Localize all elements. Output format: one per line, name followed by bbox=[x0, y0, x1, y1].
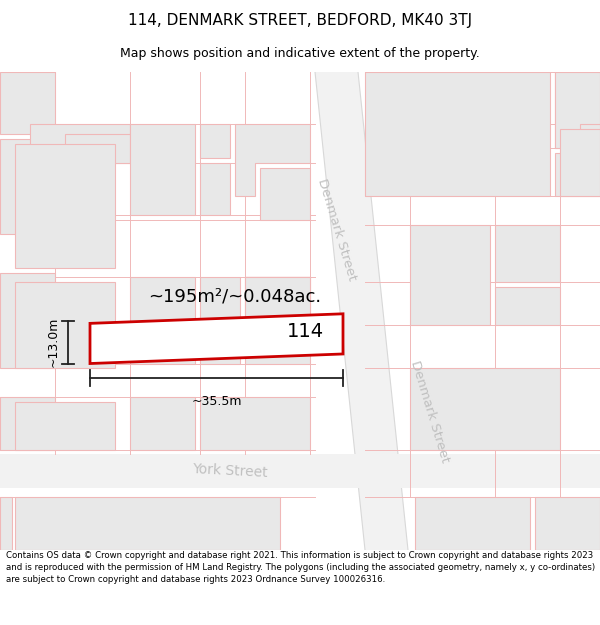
Polygon shape bbox=[245, 278, 310, 321]
Polygon shape bbox=[245, 325, 310, 364]
Polygon shape bbox=[200, 325, 240, 364]
Polygon shape bbox=[260, 168, 310, 220]
Polygon shape bbox=[410, 368, 560, 449]
Polygon shape bbox=[15, 282, 115, 368]
Polygon shape bbox=[535, 498, 600, 550]
Polygon shape bbox=[0, 72, 55, 134]
Polygon shape bbox=[495, 287, 560, 325]
Polygon shape bbox=[410, 225, 490, 325]
Polygon shape bbox=[15, 402, 115, 449]
Polygon shape bbox=[200, 278, 240, 321]
Polygon shape bbox=[415, 498, 530, 550]
Polygon shape bbox=[560, 129, 600, 196]
Text: ~35.5m: ~35.5m bbox=[191, 395, 242, 408]
Polygon shape bbox=[200, 124, 230, 158]
Polygon shape bbox=[15, 144, 115, 268]
Polygon shape bbox=[200, 162, 230, 215]
Polygon shape bbox=[200, 397, 310, 449]
Polygon shape bbox=[90, 314, 343, 364]
Polygon shape bbox=[65, 134, 130, 162]
Polygon shape bbox=[130, 397, 195, 449]
Text: ~13.0m: ~13.0m bbox=[47, 317, 59, 368]
Polygon shape bbox=[0, 498, 12, 550]
Text: Contains OS data © Crown copyright and database right 2021. This information is : Contains OS data © Crown copyright and d… bbox=[6, 551, 595, 584]
Text: Map shows position and indicative extent of the property.: Map shows position and indicative extent… bbox=[120, 48, 480, 61]
Polygon shape bbox=[315, 72, 408, 550]
Text: 114, DENMARK STREET, BEDFORD, MK40 3TJ: 114, DENMARK STREET, BEDFORD, MK40 3TJ bbox=[128, 12, 472, 28]
Polygon shape bbox=[0, 454, 600, 488]
Text: Denmark Street: Denmark Street bbox=[408, 359, 452, 464]
Polygon shape bbox=[15, 498, 280, 550]
Polygon shape bbox=[245, 278, 310, 321]
Polygon shape bbox=[495, 225, 560, 282]
Text: ~195m²/~0.048ac.: ~195m²/~0.048ac. bbox=[148, 288, 321, 306]
Polygon shape bbox=[555, 153, 600, 196]
Polygon shape bbox=[0, 139, 55, 234]
Polygon shape bbox=[130, 278, 195, 364]
Polygon shape bbox=[0, 397, 55, 449]
Polygon shape bbox=[555, 72, 600, 148]
Polygon shape bbox=[0, 272, 55, 368]
Polygon shape bbox=[235, 124, 310, 196]
Polygon shape bbox=[555, 72, 600, 148]
Text: York Street: York Street bbox=[192, 462, 268, 479]
Polygon shape bbox=[30, 124, 130, 182]
Text: Denmark Street: Denmark Street bbox=[315, 177, 359, 282]
Text: 114: 114 bbox=[286, 322, 323, 341]
Polygon shape bbox=[130, 124, 195, 215]
Polygon shape bbox=[365, 72, 550, 196]
